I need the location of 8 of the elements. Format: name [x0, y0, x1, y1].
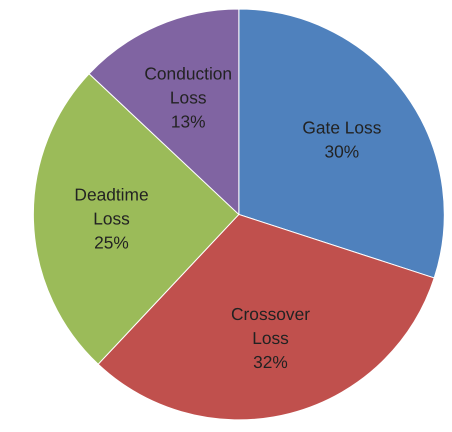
- slice-label: Conduction Loss: [144, 63, 232, 108]
- slice-label: Gate Loss: [302, 117, 382, 138]
- data-label: 13%: [170, 111, 206, 132]
- data-label: 25%: [94, 232, 129, 252]
- slice-label: Deadtime Loss: [74, 184, 149, 228]
- slice-label: Crossover Loss: [231, 304, 310, 348]
- data-label: 30%: [324, 141, 360, 162]
- data-label: 32%: [253, 352, 288, 372]
